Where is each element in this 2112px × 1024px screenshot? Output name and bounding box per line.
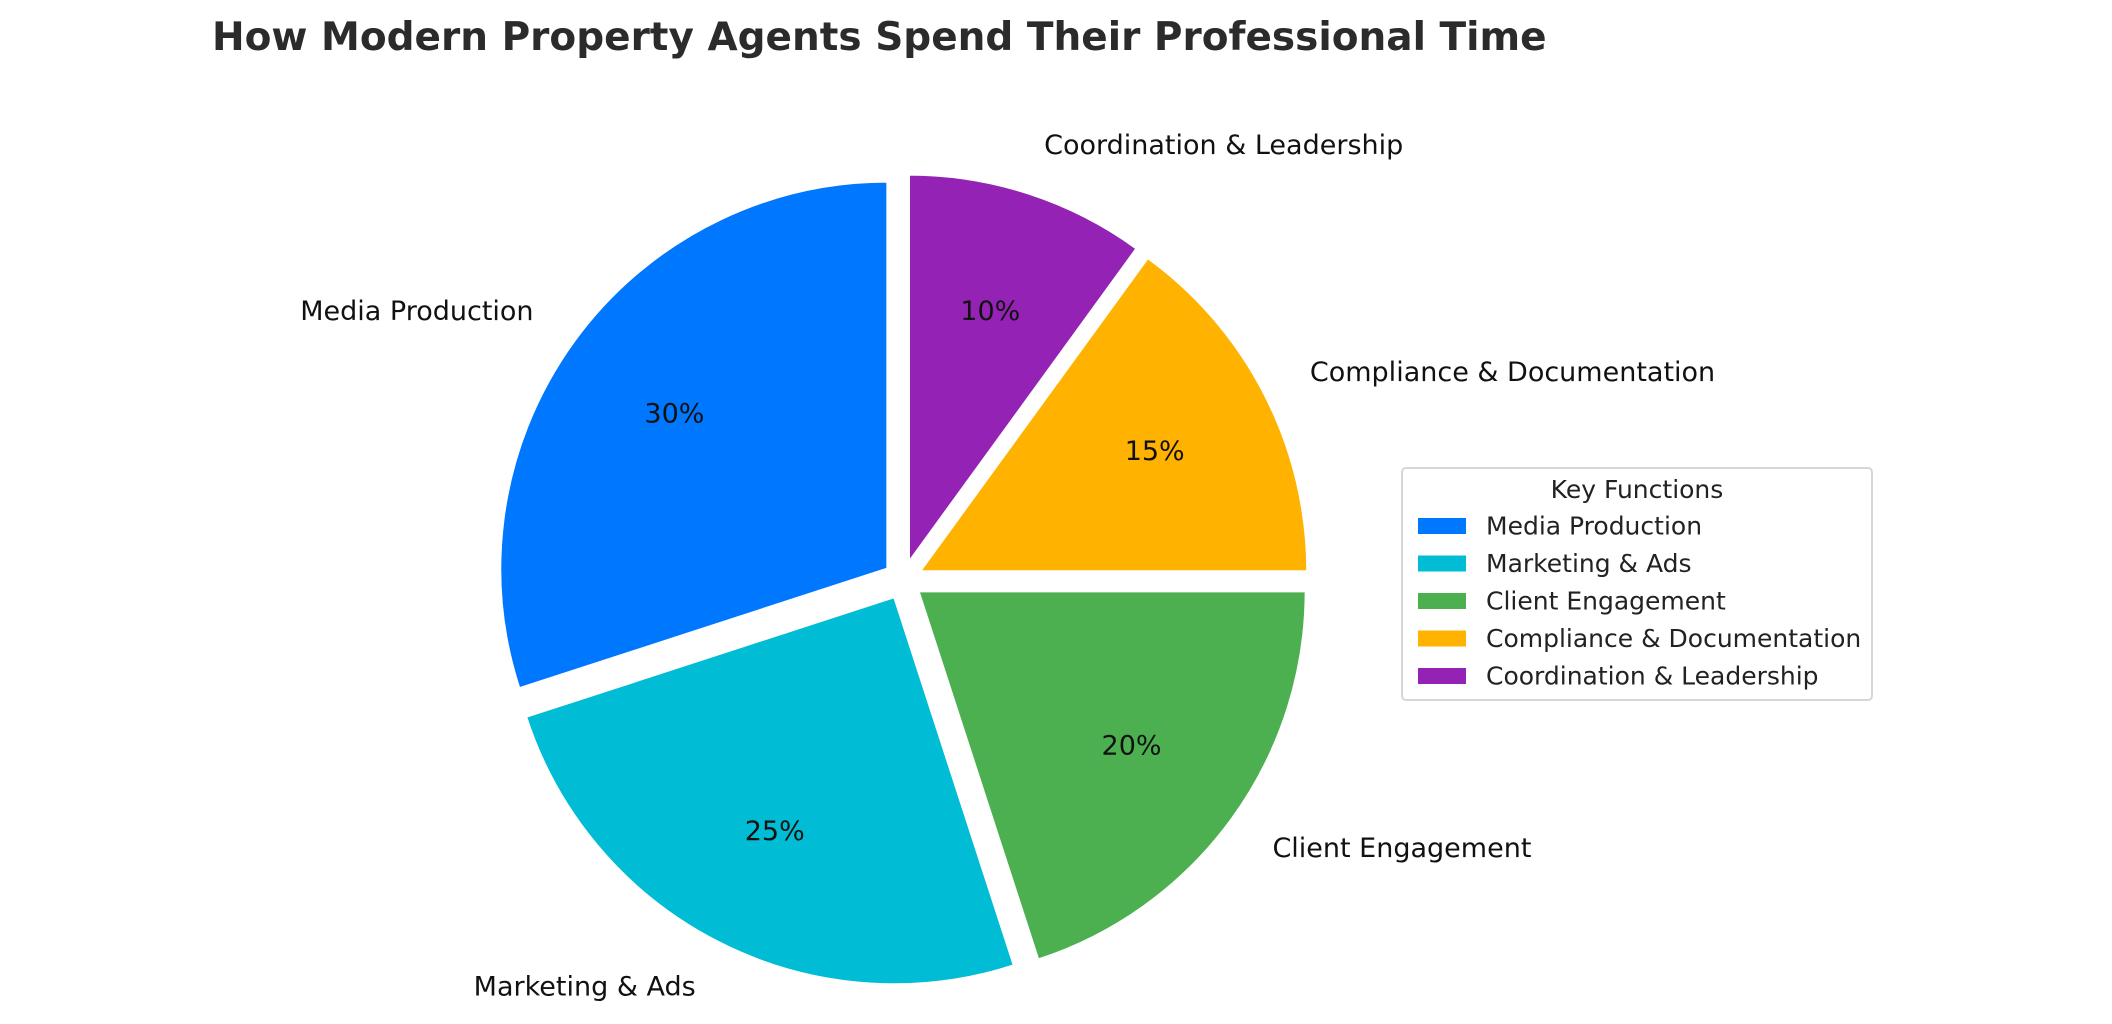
legend-label-coordination-and-leadership: Coordination & Leadership <box>1486 662 1819 691</box>
legend-label-client-engagement: Client Engagement <box>1486 587 1726 616</box>
pct-label-coordination-and-leadership: 10% <box>960 296 1020 327</box>
pct-label-media-production: 30% <box>644 398 704 429</box>
legend-title: Key Functions <box>1551 475 1724 504</box>
legend-swatch-marketing-and-ads <box>1418 555 1466 572</box>
legend-label-media-production: Media Production <box>1486 512 1702 541</box>
pie-slice-marketing-and-ads <box>524 595 1016 986</box>
chart-title: How Modern Property Agents Spend Their P… <box>212 15 1547 60</box>
legend-swatch-media-production <box>1418 518 1466 534</box>
pie-slice-client-engagement <box>917 590 1307 961</box>
pie-slice-compliance-and-documentation <box>918 256 1309 573</box>
pie-slices <box>499 173 1309 986</box>
legend-swatch-compliance-and-documentation <box>1418 630 1466 647</box>
pct-label-marketing-and-ads: 25% <box>745 816 805 847</box>
legend-swatch-coordination-and-leadership <box>1418 668 1466 684</box>
slice-label-coordination-and-leadership: Coordination & Leadership <box>1044 130 1403 161</box>
slice-label-media-production: Media Production <box>300 296 533 327</box>
pct-label-client-engagement: 20% <box>1102 731 1162 762</box>
slice-label-client-engagement: Client Engagement <box>1272 833 1531 864</box>
pie-labels: 30% Media Production 25% Marketing & Ads 20%… <box>300 130 1715 1002</box>
slice-label-compliance-and-documentation: Compliance & Documentation <box>1310 357 1715 388</box>
pie-slice-media-production <box>499 180 889 690</box>
slice-label-marketing-and-ads: Marketing & Ads <box>474 971 696 1002</box>
legend-frame <box>1401 467 1873 701</box>
legend-label-compliance-and-documentation: Compliance & Documentation <box>1486 624 1861 653</box>
legend: Key Functions Media Production Marketing … <box>1401 467 1873 701</box>
legend-swatch-client-engagement <box>1418 593 1466 609</box>
legend-label-marketing-and-ads: Marketing & Ads <box>1486 549 1692 578</box>
pct-label-compliance-and-documentation: 15% <box>1125 436 1185 467</box>
pie-slice-coordination-and-leadership <box>907 173 1138 565</box>
